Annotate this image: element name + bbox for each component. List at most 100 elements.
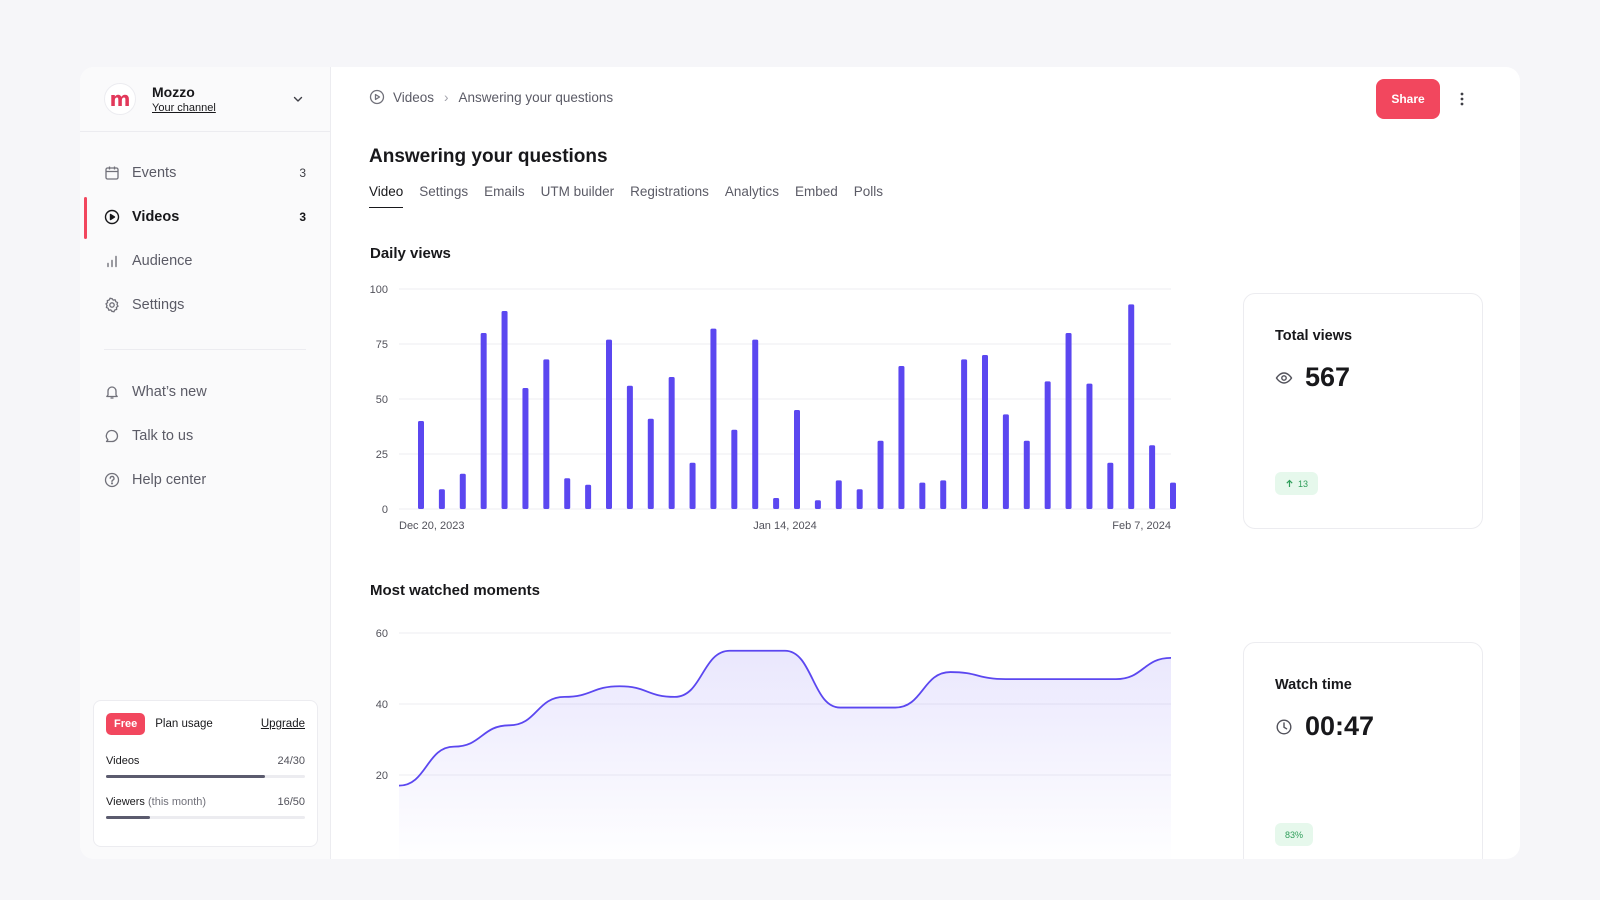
bar (814, 500, 821, 509)
chevron-down-icon[interactable] (290, 91, 306, 107)
bar (856, 489, 863, 509)
total-views-value: 567 (1305, 362, 1351, 392)
tab-settings[interactable]: Settings (419, 184, 469, 199)
series-line (398, 649, 1172, 787)
bar (877, 440, 884, 509)
plan-badge: Free (106, 713, 146, 735)
bar (647, 418, 654, 509)
daily-views-title: Daily views (370, 245, 451, 262)
eye-icon (1275, 369, 1293, 387)
daily-views-chart: 0 25 50 75 100 Dec 20, 2023 Jan 14, 2024 Feb 7,… (370, 284, 1176, 532)
channel-name: Mozzo (152, 84, 195, 100)
sidebar-item-label: Videos (132, 209, 180, 225)
gear-icon (104, 297, 120, 313)
channel-link[interactable]: Your channel (152, 102, 216, 114)
bar (961, 359, 968, 509)
upgrade-link[interactable]: Upgrade (260, 718, 305, 730)
tab-analytics[interactable]: Analytics (724, 184, 779, 199)
sidebar-item-label: Help center (132, 472, 207, 488)
bar (919, 482, 926, 509)
bar (1023, 440, 1030, 509)
bar (835, 480, 842, 509)
watch-time-card: Watch time 00:47 83% (1243, 642, 1483, 859)
sidebar: m Mozzo Your channel Events 3 Vid (80, 67, 331, 859)
bar (564, 478, 571, 509)
x-tick-label: Feb 7, 2024 (1112, 520, 1171, 532)
bar (668, 377, 675, 509)
breadcrumb: Videos › Answering your questions (369, 89, 613, 105)
bar (1065, 333, 1072, 509)
bar (731, 429, 738, 509)
bar (794, 410, 800, 509)
usage-label: Videos (106, 755, 140, 767)
stat-label: Watch time (1275, 677, 1352, 693)
share-button[interactable]: Share (1376, 79, 1440, 119)
usage-bar-fill (106, 816, 150, 819)
y-tick-label: 40 (376, 699, 388, 711)
area-fill (399, 650, 1171, 859)
videos-count: 3 (299, 210, 306, 224)
clock-icon (1275, 718, 1293, 736)
change-badge: 13 (1275, 472, 1319, 495)
bar (459, 473, 466, 509)
bar-chart-icon (104, 253, 120, 269)
channel-logo: m (104, 83, 136, 115)
page-title: Answering your questions (369, 146, 608, 167)
y-tick-label: 0 (382, 504, 388, 516)
more-options-icon[interactable] (1452, 89, 1472, 109)
plan-title: Plan usage (155, 718, 213, 730)
bar (480, 333, 487, 509)
tab-embed[interactable]: Embed (794, 184, 838, 199)
breadcrumb-separator: › (444, 89, 449, 105)
bar (1170, 482, 1176, 509)
tab-emails[interactable]: Emails (484, 184, 525, 199)
usage-bar-track (106, 775, 305, 778)
stat-label: Total views (1275, 328, 1353, 344)
bar (606, 339, 612, 509)
most-watched-title: Most watched moments (370, 582, 541, 599)
bell-icon (104, 384, 120, 400)
bar (438, 489, 445, 509)
tab-utm-builder[interactable]: UTM builder (540, 184, 615, 199)
sidebar-item-talk-to-us[interactable]: Talk to us (80, 414, 330, 458)
bar (626, 385, 633, 509)
bar (1002, 414, 1009, 509)
sidebar-item-videos[interactable]: Videos 3 (80, 195, 330, 239)
total-views-card: Total views 567 13 (1243, 293, 1483, 529)
breadcrumb-videos[interactable]: Videos (393, 89, 435, 105)
bar (940, 480, 947, 509)
usage-bar-fill (106, 775, 266, 778)
change-badge: 83% (1275, 823, 1314, 846)
sidebar-item-whats-new[interactable]: What’s new (80, 370, 330, 414)
bar (418, 421, 424, 509)
play-circle-icon (369, 89, 385, 105)
sidebar-item-label: Events (132, 165, 177, 181)
bar (773, 498, 780, 509)
sidebar-item-audience[interactable]: Audience (80, 239, 330, 283)
bar (1128, 304, 1135, 509)
sidebar-item-help-center[interactable]: Help center (80, 458, 330, 502)
tab-polls[interactable]: Polls (853, 184, 883, 199)
tab-registrations[interactable]: Registrations (630, 184, 709, 199)
sidebar-item-events[interactable]: Events 3 (80, 151, 330, 195)
usage-value: 24/30 (277, 755, 305, 767)
bar (689, 462, 696, 509)
channel-switcher[interactable]: m Mozzo Your channel (80, 67, 330, 132)
tab-bar: Video Settings Emails UTM builder Regist… (369, 184, 883, 208)
calendar-icon (104, 165, 120, 181)
primary-nav: Events 3 Videos 3 Audience Sett (80, 132, 330, 327)
sidebar-item-settings[interactable]: Settings (80, 283, 330, 327)
usage-note: (this month) (148, 796, 207, 808)
y-tick-label: 50 (376, 394, 388, 406)
sidebar-divider (104, 349, 306, 350)
tab-video[interactable]: Video (369, 184, 404, 208)
x-tick-label: Dec 20, 2023 (399, 520, 464, 532)
main-content: Videos › Answering your questions Share … (331, 67, 1520, 859)
bar (752, 339, 759, 509)
bar (1107, 462, 1114, 509)
bar (710, 328, 717, 509)
change-value: 13 (1298, 478, 1309, 489)
app-window: m Mozzo Your channel Events 3 Vid (80, 67, 1520, 859)
bar (1149, 445, 1156, 509)
chat-bubble-icon (104, 428, 120, 444)
